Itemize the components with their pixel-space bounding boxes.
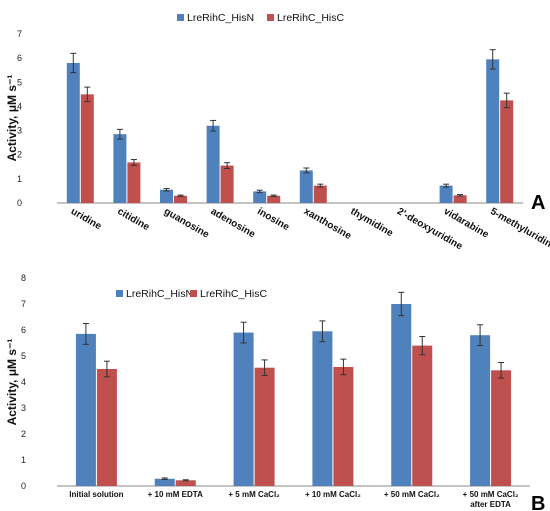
y-tick-label: 5 bbox=[17, 77, 22, 87]
bar bbox=[127, 162, 141, 203]
panel-label: B bbox=[531, 493, 545, 511]
bar bbox=[267, 195, 281, 203]
bar bbox=[154, 478, 175, 486]
legend-swatch bbox=[116, 290, 123, 297]
x-tick-label: Initial solution bbox=[69, 490, 123, 499]
y-tick-label: 7 bbox=[21, 299, 26, 309]
y-tick-label: 2 bbox=[17, 150, 22, 160]
legend-swatch bbox=[177, 14, 184, 21]
legend-label: LreRihC_HisN bbox=[126, 288, 193, 300]
bar bbox=[253, 191, 267, 203]
panel-b-chart: 0 1 2 3 4 5 6 7 8 Initial solution + 10 mM EDTA + 5… bbox=[5, 273, 545, 511]
x-tick-label: adenosine bbox=[209, 206, 258, 240]
bar bbox=[333, 366, 354, 486]
y-tick-label: 1 bbox=[21, 455, 26, 465]
legend-swatch bbox=[267, 14, 274, 21]
bar bbox=[233, 332, 254, 486]
x-tick-label: + 50 mM CaCl₂ bbox=[384, 490, 440, 499]
y-tick-label: 4 bbox=[17, 101, 22, 111]
y-tick-label: 3 bbox=[17, 126, 22, 136]
y-tick-label: 6 bbox=[17, 53, 22, 63]
y-tick-label: 0 bbox=[17, 198, 22, 208]
panel-a-chart: 0 1 2 3 4 5 6 7 uridine citidine guanosineadenosin… bbox=[5, 12, 550, 253]
legend-label: LreRihC_HisC bbox=[277, 12, 345, 24]
y-tick-label: 2 bbox=[21, 429, 26, 439]
legend-swatch bbox=[190, 290, 197, 297]
x-tick-label-line: + 50 mM CaCl₂ bbox=[463, 490, 519, 499]
bar bbox=[439, 185, 453, 203]
bar bbox=[486, 59, 500, 203]
y-tick-label: 7 bbox=[17, 29, 22, 39]
x-tick-label: + 10 mM CaCl₂ bbox=[305, 490, 361, 499]
x-tick-label: + 10 mM EDTA bbox=[148, 490, 203, 499]
bar bbox=[391, 304, 412, 486]
bar bbox=[175, 480, 196, 486]
bar bbox=[96, 369, 117, 486]
bar bbox=[174, 195, 187, 203]
bar bbox=[313, 185, 327, 203]
x-tick-label: inosine bbox=[255, 206, 291, 233]
panel-label: A bbox=[531, 192, 545, 214]
y-tick-label: 4 bbox=[21, 377, 26, 387]
y-tick-label: 1 bbox=[17, 174, 22, 184]
bar bbox=[491, 370, 512, 486]
legend-label: LreRihC_HisC bbox=[200, 288, 268, 300]
x-tick-label: uridine bbox=[69, 206, 104, 232]
bar bbox=[75, 333, 96, 486]
y-axis-label: Activity, μM s⁻¹ bbox=[5, 75, 19, 162]
x-tick-label: + 50 mM CaCl₂ after EDTA bbox=[463, 490, 519, 509]
bar bbox=[66, 62, 80, 203]
bar bbox=[254, 367, 275, 486]
x-tick-label: citidine bbox=[115, 206, 151, 233]
bar bbox=[160, 189, 173, 203]
bar bbox=[453, 195, 467, 203]
x-tick-label-line: after EDTA bbox=[470, 500, 511, 509]
y-tick-label: 3 bbox=[21, 403, 26, 413]
y-tick-label: 0 bbox=[21, 481, 26, 491]
y-tick-label: 8 bbox=[21, 273, 26, 283]
x-tick-label: + 5 mM CaCl₂ bbox=[228, 490, 280, 499]
bar bbox=[80, 94, 94, 203]
bar bbox=[113, 134, 127, 203]
bar bbox=[312, 331, 333, 486]
bar bbox=[412, 345, 433, 486]
y-tick-label: 5 bbox=[21, 351, 26, 361]
bar bbox=[470, 335, 491, 486]
bar bbox=[500, 100, 514, 203]
legend-label: LreRihC_HisN bbox=[187, 12, 254, 24]
bar bbox=[206, 125, 220, 203]
x-tick-label: xanthosine bbox=[302, 206, 354, 242]
bar bbox=[299, 170, 313, 203]
x-tick-label: guanosine bbox=[162, 206, 211, 241]
y-axis-label: Activity, μM s⁻¹ bbox=[5, 339, 19, 426]
x-tick-label: thymidine bbox=[348, 206, 395, 239]
bar bbox=[220, 165, 234, 203]
y-tick-label: 6 bbox=[21, 325, 26, 335]
